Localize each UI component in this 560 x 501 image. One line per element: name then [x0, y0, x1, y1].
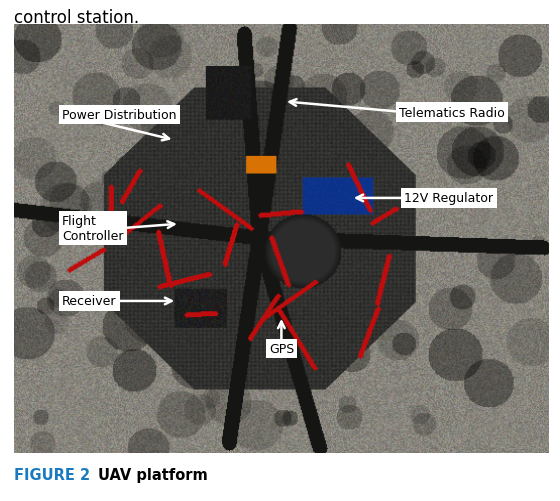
Text: Telematics Radio: Telematics Radio: [399, 106, 505, 119]
Text: Power Distribution: Power Distribution: [62, 109, 176, 121]
Text: UAV platform: UAV platform: [98, 467, 208, 482]
Text: Flight
Controller: Flight Controller: [62, 214, 124, 242]
Text: 12V Regulator: 12V Regulator: [404, 192, 493, 205]
Text: control station.: control station.: [14, 9, 139, 27]
Text: GPS: GPS: [269, 342, 294, 355]
Text: FIGURE 2: FIGURE 2: [14, 467, 90, 482]
Text: Receiver: Receiver: [62, 295, 116, 308]
